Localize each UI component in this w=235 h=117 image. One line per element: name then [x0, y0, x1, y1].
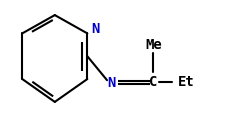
- Text: N: N: [107, 76, 116, 90]
- Text: C: C: [149, 75, 158, 90]
- Text: Et: Et: [178, 75, 195, 90]
- Text: N: N: [91, 22, 100, 36]
- Text: Me: Me: [145, 38, 162, 52]
